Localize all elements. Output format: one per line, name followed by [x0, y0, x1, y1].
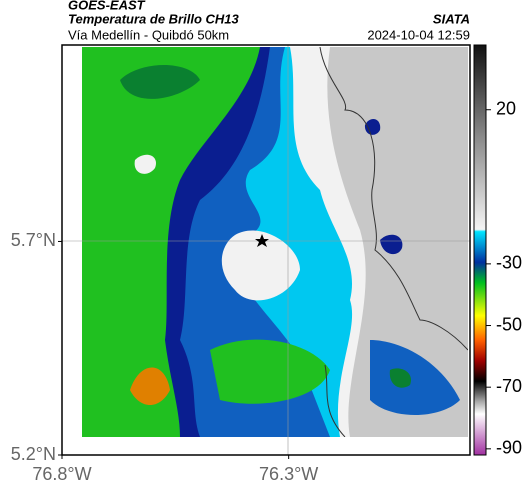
colorbar-tick-label: -30 — [496, 253, 522, 273]
city-marker — [255, 234, 269, 247]
source: SIATA — [433, 11, 470, 26]
colorbar-tick-label: -50 — [496, 314, 522, 334]
colorbar-tick-label: 20 — [496, 98, 516, 118]
y-tick-label: 5.2°N — [11, 444, 56, 464]
colorbar-tick-label: -70 — [496, 376, 522, 396]
product: Temperatura de Brillo CH13 — [68, 11, 240, 26]
satellite-image — [82, 47, 468, 437]
colorbar-tick-label: -90 — [496, 438, 522, 458]
map-frame — [61, 44, 471, 456]
satellite: GOES-EAST — [68, 0, 146, 12]
x-tick-label: 76.8°W — [32, 464, 91, 484]
region: Vía Medellín - Quibdó 50km — [68, 27, 229, 42]
colorbar — [473, 44, 487, 456]
x-tick-label: 76.3°W — [259, 464, 318, 484]
y-tick-label: 5.7°N — [11, 230, 56, 250]
timestamp: 2024-10-04 12:59 — [367, 27, 470, 42]
